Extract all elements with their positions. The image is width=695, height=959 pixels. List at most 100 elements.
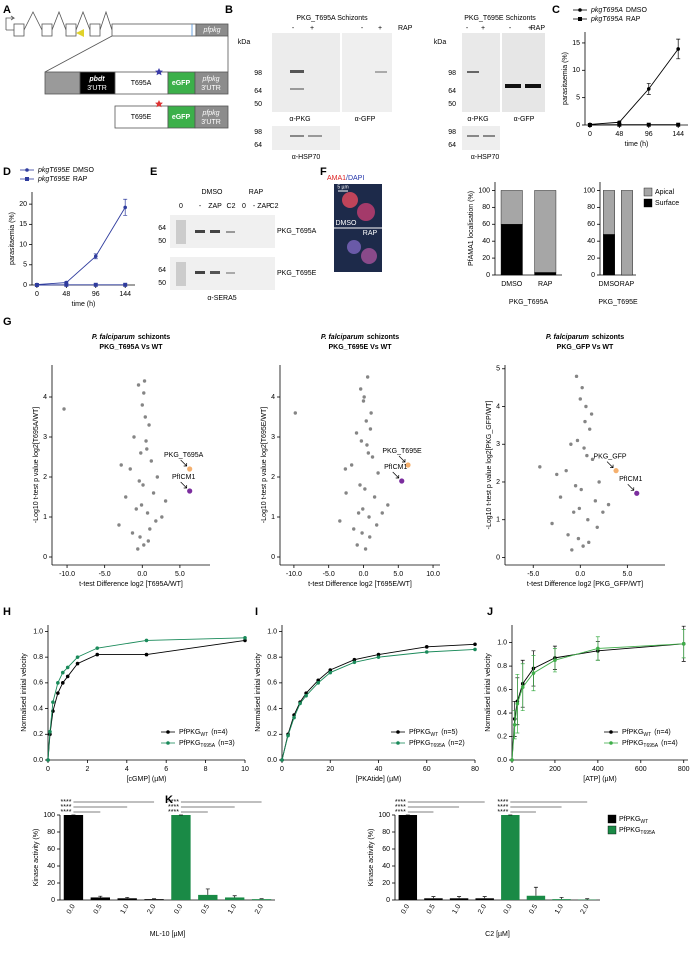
y-tick-label: 1 — [43, 514, 47, 521]
chart-subtitle: PKG_GFP Vs WT — [557, 344, 614, 351]
protein-point — [601, 510, 605, 514]
protein-point — [576, 536, 581, 541]
x-tick-label: 0.5 — [200, 903, 211, 915]
data-point — [587, 123, 592, 127]
schematic-label: T695E — [131, 114, 152, 121]
significance-label: **** — [497, 809, 508, 816]
y-tick-label: 80 — [47, 829, 55, 836]
legend-name: PfPKG — [179, 740, 200, 747]
x-tick-label: 600 — [635, 766, 647, 773]
y-tick-label: 0 — [43, 554, 47, 561]
schematic-label: 3'UTR — [201, 85, 221, 92]
band — [195, 271, 205, 274]
significance-label: **** — [168, 799, 179, 806]
protein-point — [590, 457, 595, 462]
y-tick-label: 0.8 — [267, 654, 277, 661]
blot-label: 64 — [158, 267, 166, 274]
protein-point — [349, 463, 354, 467]
x-tick-label: 400 — [592, 766, 604, 773]
exon-end — [195, 23, 229, 37]
y-tick-label: 60 — [482, 221, 490, 228]
data-point — [64, 282, 69, 287]
protein-point — [147, 423, 151, 427]
data-point — [531, 671, 536, 675]
series-line — [36, 207, 126, 286]
y-tick-label: 60 — [382, 846, 390, 853]
y-axis-label: -Log10 t-test p value log2[T695E/WT] — [261, 407, 268, 523]
data-point — [376, 652, 381, 657]
protein-point — [142, 379, 147, 383]
y-tick-label: 1 — [496, 517, 500, 524]
data-point — [328, 668, 333, 672]
legend-name: PfPKG — [619, 827, 640, 834]
bar — [63, 815, 84, 900]
schematic-label: 3'UTR — [87, 85, 107, 92]
blot-label: C2 — [270, 203, 279, 210]
legend-subscript: T695A — [640, 830, 655, 836]
legend-subscript: T695A — [200, 743, 215, 749]
x-tick-label: 1.0 — [120, 903, 131, 915]
y-tick-label: 100 — [478, 187, 490, 194]
protein-point — [380, 511, 384, 515]
x-tick-label: 5.0 — [175, 571, 185, 578]
blot-label: RAP — [531, 25, 546, 32]
image-label: DMSO — [336, 220, 358, 227]
x-tick-label: -5.0 — [99, 571, 111, 578]
y-tick-label: 1 — [271, 514, 275, 521]
cell — [342, 192, 358, 208]
blot — [170, 215, 275, 248]
protein-point — [356, 511, 361, 515]
x-tick-label: 800 — [678, 766, 690, 773]
legend-label: PfPKGT695A (n=2) — [409, 740, 465, 749]
y-tick-label: 0.4 — [33, 705, 43, 712]
y-axis-label: -Log10 t-test p value log2[T695A/WT] — [33, 407, 40, 523]
protein-point — [374, 523, 379, 527]
highlight-point — [405, 462, 411, 468]
bar-segment — [500, 224, 523, 276]
y-tick-label: 0 — [386, 897, 390, 904]
protein-point — [117, 523, 121, 527]
x-axis-label: [PKAtide] (µM) — [356, 776, 402, 783]
y-tick-label: 40 — [382, 863, 390, 870]
blot-label: 64 — [448, 88, 456, 95]
loxp-site — [76, 29, 84, 37]
series-line — [281, 643, 476, 761]
x-tick-label: 2.0 — [580, 903, 591, 915]
bar — [171, 815, 191, 900]
data-point — [424, 650, 429, 654]
y-axis-label: Normalised initial velocity — [255, 653, 262, 732]
y-tick-label: 0.0 — [267, 757, 277, 764]
x-tick-label: 4 — [125, 766, 129, 773]
y-tick-label: 20 — [19, 201, 27, 208]
highlight-arrow — [180, 459, 188, 467]
data-point — [298, 701, 302, 706]
bar — [198, 894, 218, 900]
protein-point — [355, 543, 359, 547]
legend-suffix: (n=5) — [441, 729, 458, 736]
x-tick-label: 0 — [280, 766, 284, 773]
y-tick-label: 3 — [271, 434, 275, 441]
band — [483, 135, 495, 137]
legend-swatch — [607, 825, 617, 835]
bar — [526, 895, 546, 900]
y-tick-label: 0.4 — [267, 705, 277, 712]
cell — [361, 248, 377, 264]
data-point — [286, 733, 290, 738]
y-tick-label: 10 — [19, 241, 27, 248]
protein-point — [584, 404, 588, 409]
significance-label: **** — [61, 804, 72, 811]
x-tick-label: 6 — [164, 766, 168, 773]
title-italic: P. falciparum — [546, 334, 589, 341]
protein-point — [370, 455, 375, 459]
blot-label: 64 — [254, 142, 262, 149]
protein-point — [124, 495, 128, 499]
data-point — [95, 652, 100, 657]
y-tick-label: 1.0 — [267, 628, 277, 635]
error-bar — [559, 897, 564, 900]
protein-point — [368, 535, 372, 539]
legend-subscript: WT — [200, 732, 208, 738]
x-tick-label: DMSO — [501, 281, 523, 288]
protein-point — [593, 499, 598, 503]
data-point — [46, 758, 50, 762]
y-tick-label: 20 — [47, 880, 55, 887]
